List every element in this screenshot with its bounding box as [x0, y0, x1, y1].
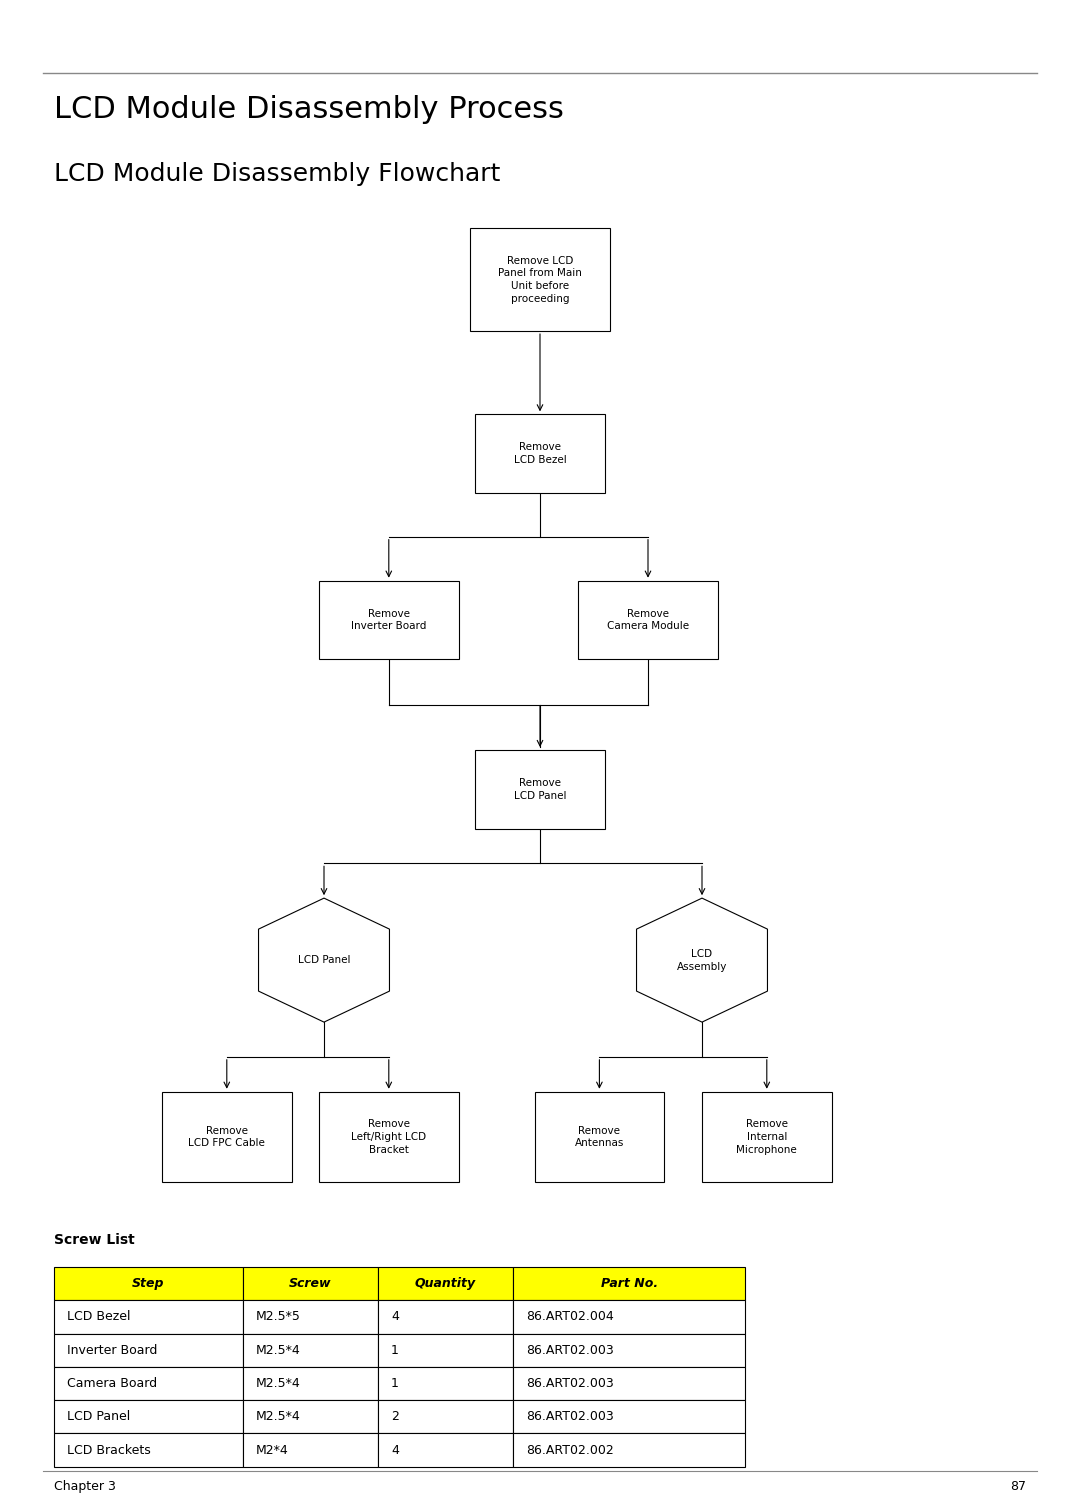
Text: Part No.: Part No. — [600, 1278, 658, 1290]
FancyBboxPatch shape — [378, 1367, 513, 1400]
Text: 86.ART02.003: 86.ART02.003 — [526, 1344, 613, 1356]
FancyBboxPatch shape — [513, 1300, 745, 1334]
Polygon shape — [258, 898, 390, 1022]
FancyBboxPatch shape — [378, 1400, 513, 1433]
Text: LCD Module Disassembly Process: LCD Module Disassembly Process — [54, 95, 564, 124]
FancyBboxPatch shape — [243, 1267, 378, 1300]
Text: Remove
Camera Module: Remove Camera Module — [607, 608, 689, 632]
Text: 1: 1 — [391, 1377, 399, 1390]
FancyBboxPatch shape — [535, 1092, 664, 1182]
Text: M2*4: M2*4 — [256, 1444, 288, 1456]
Text: 86.ART02.004: 86.ART02.004 — [526, 1311, 613, 1323]
FancyBboxPatch shape — [378, 1433, 513, 1467]
Text: M2.5*4: M2.5*4 — [256, 1344, 300, 1356]
Text: 86.ART02.003: 86.ART02.003 — [526, 1377, 613, 1390]
FancyBboxPatch shape — [378, 1300, 513, 1334]
FancyBboxPatch shape — [54, 1367, 243, 1400]
FancyBboxPatch shape — [475, 750, 605, 829]
FancyBboxPatch shape — [513, 1400, 745, 1433]
FancyBboxPatch shape — [378, 1334, 513, 1367]
FancyBboxPatch shape — [54, 1334, 243, 1367]
FancyBboxPatch shape — [54, 1267, 243, 1300]
FancyBboxPatch shape — [54, 1400, 243, 1433]
FancyBboxPatch shape — [243, 1367, 378, 1400]
Text: 86.ART02.002: 86.ART02.002 — [526, 1444, 613, 1456]
Text: M2.5*4: M2.5*4 — [256, 1411, 300, 1423]
Text: 1: 1 — [391, 1344, 399, 1356]
Text: Remove
Internal
Microphone: Remove Internal Microphone — [737, 1119, 797, 1155]
Text: Screw: Screw — [289, 1278, 332, 1290]
Text: Screw List: Screw List — [54, 1234, 135, 1247]
FancyBboxPatch shape — [513, 1433, 745, 1467]
FancyBboxPatch shape — [513, 1267, 745, 1300]
Text: LCD
Assembly: LCD Assembly — [677, 948, 727, 972]
FancyBboxPatch shape — [702, 1092, 832, 1182]
Text: M2.5*4: M2.5*4 — [256, 1377, 300, 1390]
Polygon shape — [636, 898, 768, 1022]
Text: Chapter 3: Chapter 3 — [54, 1480, 116, 1494]
FancyBboxPatch shape — [243, 1400, 378, 1433]
Text: M2.5*5: M2.5*5 — [256, 1311, 301, 1323]
Text: Remove LCD
Panel from Main
Unit before
proceeding: Remove LCD Panel from Main Unit before p… — [498, 256, 582, 304]
Text: Remove
Antennas: Remove Antennas — [575, 1125, 624, 1149]
FancyBboxPatch shape — [470, 228, 610, 331]
Text: Remove
LCD Panel: Remove LCD Panel — [514, 777, 566, 801]
Text: LCD Panel: LCD Panel — [298, 956, 350, 965]
Text: 4: 4 — [391, 1444, 399, 1456]
FancyBboxPatch shape — [243, 1334, 378, 1367]
FancyBboxPatch shape — [475, 414, 605, 493]
FancyBboxPatch shape — [513, 1367, 745, 1400]
Text: LCD Module Disassembly Flowchart: LCD Module Disassembly Flowchart — [54, 162, 500, 186]
Text: Inverter Board: Inverter Board — [67, 1344, 158, 1356]
Text: Step: Step — [132, 1278, 165, 1290]
FancyBboxPatch shape — [243, 1300, 378, 1334]
FancyBboxPatch shape — [319, 1092, 459, 1182]
Text: Remove
Left/Right LCD
Bracket: Remove Left/Right LCD Bracket — [351, 1119, 427, 1155]
Text: LCD Panel: LCD Panel — [67, 1411, 131, 1423]
FancyBboxPatch shape — [54, 1433, 243, 1467]
FancyBboxPatch shape — [578, 581, 718, 659]
Text: Camera Board: Camera Board — [67, 1377, 157, 1390]
Text: 2: 2 — [391, 1411, 399, 1423]
Text: LCD Brackets: LCD Brackets — [67, 1444, 151, 1456]
Text: 4: 4 — [391, 1311, 399, 1323]
Text: 86.ART02.003: 86.ART02.003 — [526, 1411, 613, 1423]
FancyBboxPatch shape — [319, 581, 459, 659]
FancyBboxPatch shape — [378, 1267, 513, 1300]
Text: LCD Bezel: LCD Bezel — [67, 1311, 131, 1323]
Text: Remove
Inverter Board: Remove Inverter Board — [351, 608, 427, 632]
Text: 87: 87 — [1010, 1480, 1026, 1494]
FancyBboxPatch shape — [162, 1092, 292, 1182]
Text: Quantity: Quantity — [415, 1278, 476, 1290]
FancyBboxPatch shape — [243, 1433, 378, 1467]
FancyBboxPatch shape — [513, 1334, 745, 1367]
Text: Remove
LCD FPC Cable: Remove LCD FPC Cable — [188, 1125, 266, 1149]
Text: Remove
LCD Bezel: Remove LCD Bezel — [514, 442, 566, 466]
FancyBboxPatch shape — [54, 1300, 243, 1334]
